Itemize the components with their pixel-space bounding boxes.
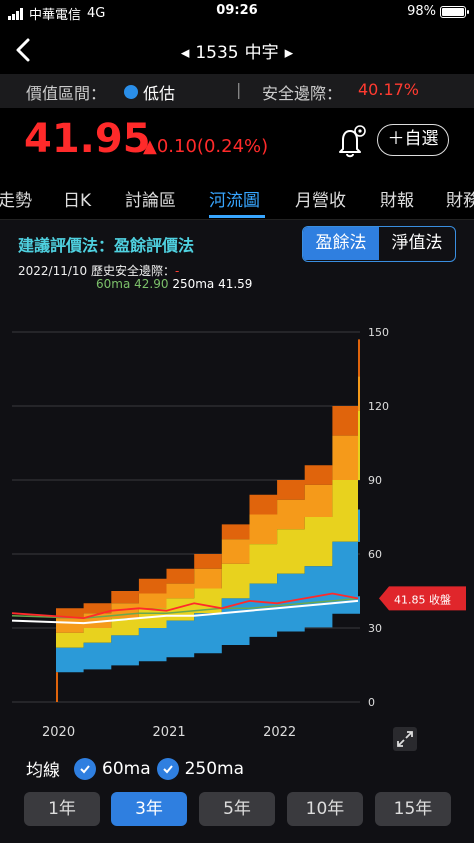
tab-monthly-revenue[interactable]: 月營收 — [295, 191, 346, 211]
ma60-option[interactable]: 60ma — [102, 758, 151, 779]
value-range-value: 低估 — [143, 84, 176, 103]
divider: | — [236, 80, 242, 99]
valuation-info-row: 價值區間： 低估 | 安全邊際： 40.17% — [0, 74, 474, 108]
y-tick-label: 30 — [368, 622, 382, 635]
battery-icon — [440, 5, 469, 18]
prev-stock-arrow-icon[interactable]: ◂ — [180, 43, 190, 63]
period-3y-button[interactable]: 3年 — [111, 792, 187, 826]
ma250-option[interactable]: 250ma — [184, 758, 245, 779]
value-range: 低估 — [124, 80, 175, 104]
toggle-book-value-method[interactable]: 淨值法 — [391, 233, 443, 253]
y-tick-label: 0 — [368, 696, 375, 709]
tab-trend[interactable]: 走勢 — [0, 191, 32, 211]
status-left: 中華電信 4G — [8, 4, 105, 23]
close-price-tag-label: 41.85 收盤 — [394, 592, 451, 606]
band-orange — [56, 376, 360, 633]
y-tick-label: 150 — [368, 326, 389, 339]
period-1y-button[interactable]: 1年 — [24, 792, 100, 826]
method-toggle: 盈餘法 淨值法 — [302, 226, 456, 262]
add-watchlist-button[interactable]: ＋自選 — [377, 124, 449, 156]
x-tick-label: 2020 — [42, 725, 75, 736]
ma60-check-icon[interactable] — [74, 757, 96, 780]
nav-bar: ◂ 1535 中宇 ▸ — [0, 24, 474, 74]
x-tick-label: 2021 — [153, 725, 186, 736]
ma60-value: 60ma 42.90 — [96, 277, 169, 291]
network-label: 4G — [87, 6, 106, 21]
chart-date: 2022/11/10 — [18, 264, 88, 278]
tab-bar: 走勢 日K 討論區 河流圖 月營收 財報 財務 — [0, 180, 474, 220]
alert-bell-icon[interactable] — [332, 122, 370, 160]
back-arrow-icon[interactable] — [8, 34, 40, 66]
ma-label: 均線 — [26, 761, 60, 781]
battery-fill — [442, 7, 464, 16]
ma250-line — [11, 599, 359, 625]
ma60-line — [11, 597, 359, 619]
tab-financial-report[interactable]: 財報 — [380, 191, 414, 211]
period-15y-button[interactable]: 15年 — [375, 792, 451, 826]
signal-icon — [8, 7, 23, 20]
expand-icon[interactable] — [393, 727, 417, 751]
tab-forum[interactable]: 討論區 — [125, 191, 176, 211]
river-chart-panel: 建議評價法：盈餘評價法 盈餘法 淨值法 2022/11/10 歷史安全邊際：- … — [0, 220, 474, 843]
stock-title: ◂ 1535 中宇 ▸ — [0, 38, 474, 63]
chart-meta-ma: 60ma 42.90 250ma 41.59 — [96, 277, 252, 291]
moving-average-row: 均線 60ma 250ma — [26, 756, 244, 781]
stock-code: 1535 — [195, 43, 239, 63]
clock: 09:26 — [216, 3, 258, 18]
battery-percent: 98% — [407, 4, 436, 19]
status-right: 98% — [407, 4, 469, 19]
hist-margin-label: 歷史安全邊際： — [91, 264, 176, 278]
hist-margin-value: - — [175, 264, 180, 278]
carrier-label: 中華電信 — [29, 8, 82, 23]
price-line — [11, 592, 359, 620]
chart-meta-date: 2022/11/10 歷史安全邊際：- — [18, 262, 179, 279]
safety-margin-value: 40.17% — [358, 80, 420, 99]
active-tab-indicator — [209, 215, 265, 218]
ma250-check-icon[interactable] — [156, 757, 179, 780]
safety-margin-label: 安全邊際： — [262, 84, 343, 103]
stock-name: 中宇 — [244, 43, 279, 63]
stock-price: 41.95 — [24, 116, 151, 162]
price-change: ▲0.10(0.24%) — [143, 136, 269, 157]
y-tick-label: 90 — [368, 474, 382, 487]
band-blue — [56, 509, 360, 673]
y-tick-label: 60 — [368, 548, 382, 561]
close-price-tag-shape — [379, 586, 466, 611]
next-stock-arrow-icon[interactable]: ▸ — [284, 43, 294, 63]
value-range-label: 價值區間： — [26, 84, 107, 103]
tab-finance[interactable]: 財務 — [446, 191, 474, 211]
band-dark-orange — [56, 339, 360, 619]
suggested-method: 建議評價法：盈餘評價法 — [18, 236, 195, 255]
x-tick-label: 2022 — [263, 725, 296, 736]
period-10y-button[interactable]: 10年 — [287, 792, 363, 826]
tab-river-chart[interactable]: 河流圖 — [209, 191, 260, 211]
toggle-earnings-method[interactable]: 盈餘法 — [303, 227, 379, 260]
river-chart: 0 30 60 90 120 150 2020 2021 2022 41.85 收盤 — [11, 326, 466, 736]
tab-daily-k[interactable]: 日K — [63, 191, 92, 211]
y-tick-label: 120 — [368, 400, 389, 413]
period-5y-button[interactable]: 5年 — [199, 792, 275, 826]
close-price-tag: 41.85 收盤 — [379, 586, 466, 611]
status-dot-icon — [124, 85, 138, 99]
status-bar: 中華電信 4G 09:26 98% — [0, 0, 474, 24]
ma250-value: 250ma 41.59 — [172, 277, 253, 291]
